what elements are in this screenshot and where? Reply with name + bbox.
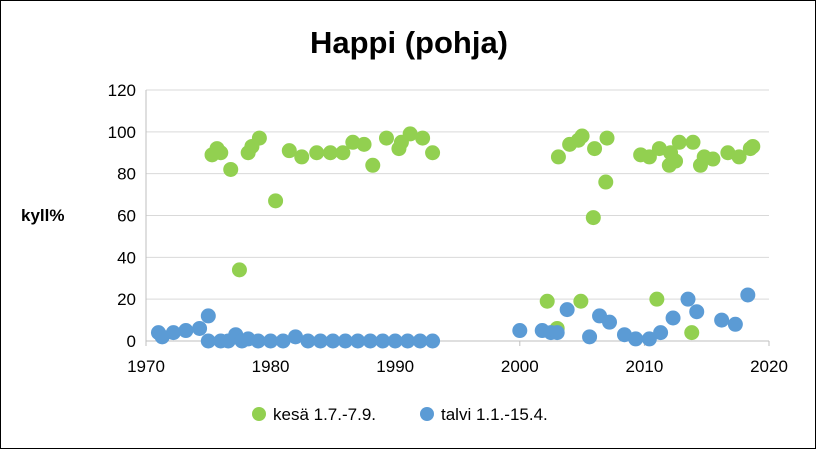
winter-point xyxy=(362,333,378,349)
summer-point xyxy=(599,130,615,146)
winter-point xyxy=(549,325,565,341)
y-tick-label: 100 xyxy=(108,123,136,142)
summer-point xyxy=(671,134,687,150)
summer-point xyxy=(705,151,721,167)
summer-point xyxy=(378,130,394,146)
winter-point xyxy=(350,333,366,349)
winter-point xyxy=(559,302,575,318)
winter-point xyxy=(275,333,291,349)
y-tick-label: 80 xyxy=(117,165,136,184)
winter-point xyxy=(165,325,181,341)
winter-point xyxy=(628,331,644,347)
winter-point xyxy=(400,333,416,349)
winter-point xyxy=(665,310,681,326)
summer-point xyxy=(365,157,381,173)
winter-point xyxy=(200,333,216,349)
winter-point xyxy=(653,325,669,341)
winter-point xyxy=(425,333,441,349)
winter-point xyxy=(375,333,391,349)
winter-point xyxy=(412,333,428,349)
x-tick-label: 2010 xyxy=(625,357,663,376)
summer-point xyxy=(223,161,239,177)
winter-point xyxy=(178,323,194,339)
summer-point xyxy=(668,153,684,169)
summer-point xyxy=(745,138,761,154)
summer-point xyxy=(731,149,747,165)
legend-marker-winter xyxy=(420,407,434,421)
winter-point xyxy=(727,316,743,332)
x-tick-label: 1970 xyxy=(127,357,165,376)
summer-point xyxy=(539,293,555,309)
winter-point xyxy=(263,333,279,349)
y-axis-label: kyll% xyxy=(21,206,64,225)
winter-point xyxy=(582,329,598,345)
x-tick-label: 2020 xyxy=(750,357,788,376)
summer-point xyxy=(587,141,603,157)
winter-point xyxy=(714,312,730,328)
legend: kesä 1.7.-7.9. talvi 1.1.-15.4. xyxy=(252,405,548,424)
winter-point xyxy=(512,323,528,339)
winter-point xyxy=(300,333,316,349)
summer-point xyxy=(268,193,284,209)
winter-point xyxy=(689,304,705,320)
legend-label-summer: kesä 1.7.-7.9. xyxy=(273,405,376,424)
summer-point xyxy=(641,149,657,165)
summer-point xyxy=(251,130,267,146)
summer-point xyxy=(356,136,372,152)
legend-label-winter: talvi 1.1.-15.4. xyxy=(441,405,548,424)
winter-point xyxy=(387,333,403,349)
y-tick-label: 0 xyxy=(127,332,136,351)
summer-point xyxy=(213,145,229,161)
summer-point xyxy=(574,128,590,144)
summer-point xyxy=(281,143,297,159)
winter-point xyxy=(288,329,304,345)
summer-point xyxy=(335,145,351,161)
tick-labels: 0 20 40 60 80 100 120 1970 1980 1990 2000 2010 2020 xyxy=(108,81,788,376)
y-tick-label: 60 xyxy=(117,207,136,226)
x-tick-label: 1990 xyxy=(376,357,414,376)
winter-point xyxy=(312,333,328,349)
chart-title: Happi (pohja) xyxy=(310,25,508,60)
winter-point xyxy=(192,320,208,336)
summer-point xyxy=(322,145,338,161)
winter-point xyxy=(602,314,618,330)
summer-point xyxy=(573,293,589,309)
summer-point xyxy=(402,126,418,142)
summer-point xyxy=(415,130,431,146)
y-tick-label: 120 xyxy=(108,81,136,100)
winter-point xyxy=(200,308,216,324)
summer-point xyxy=(345,134,361,150)
y-tick-label: 40 xyxy=(117,248,136,267)
summer-point xyxy=(684,325,700,341)
summer-point xyxy=(585,210,601,226)
summer-point xyxy=(309,145,325,161)
x-tick-label: 2000 xyxy=(501,357,539,376)
winter-point xyxy=(325,333,341,349)
gridlines xyxy=(146,89,769,300)
summer-point xyxy=(649,291,665,307)
legend-marker-summer xyxy=(252,407,266,421)
x-tick-label: 1980 xyxy=(252,357,290,376)
summer-point xyxy=(598,174,614,190)
winter-point xyxy=(250,333,266,349)
y-tick-label: 20 xyxy=(117,290,136,309)
summer-point xyxy=(294,149,310,165)
winter-point xyxy=(337,333,353,349)
data-points xyxy=(150,126,761,349)
winter-point xyxy=(740,287,756,303)
summer-point xyxy=(231,262,247,278)
summer-point xyxy=(550,149,566,165)
summer-point xyxy=(425,145,441,161)
winter-point xyxy=(641,331,657,347)
summer-point xyxy=(685,134,701,150)
axes xyxy=(145,90,770,346)
winter-point xyxy=(680,291,696,307)
